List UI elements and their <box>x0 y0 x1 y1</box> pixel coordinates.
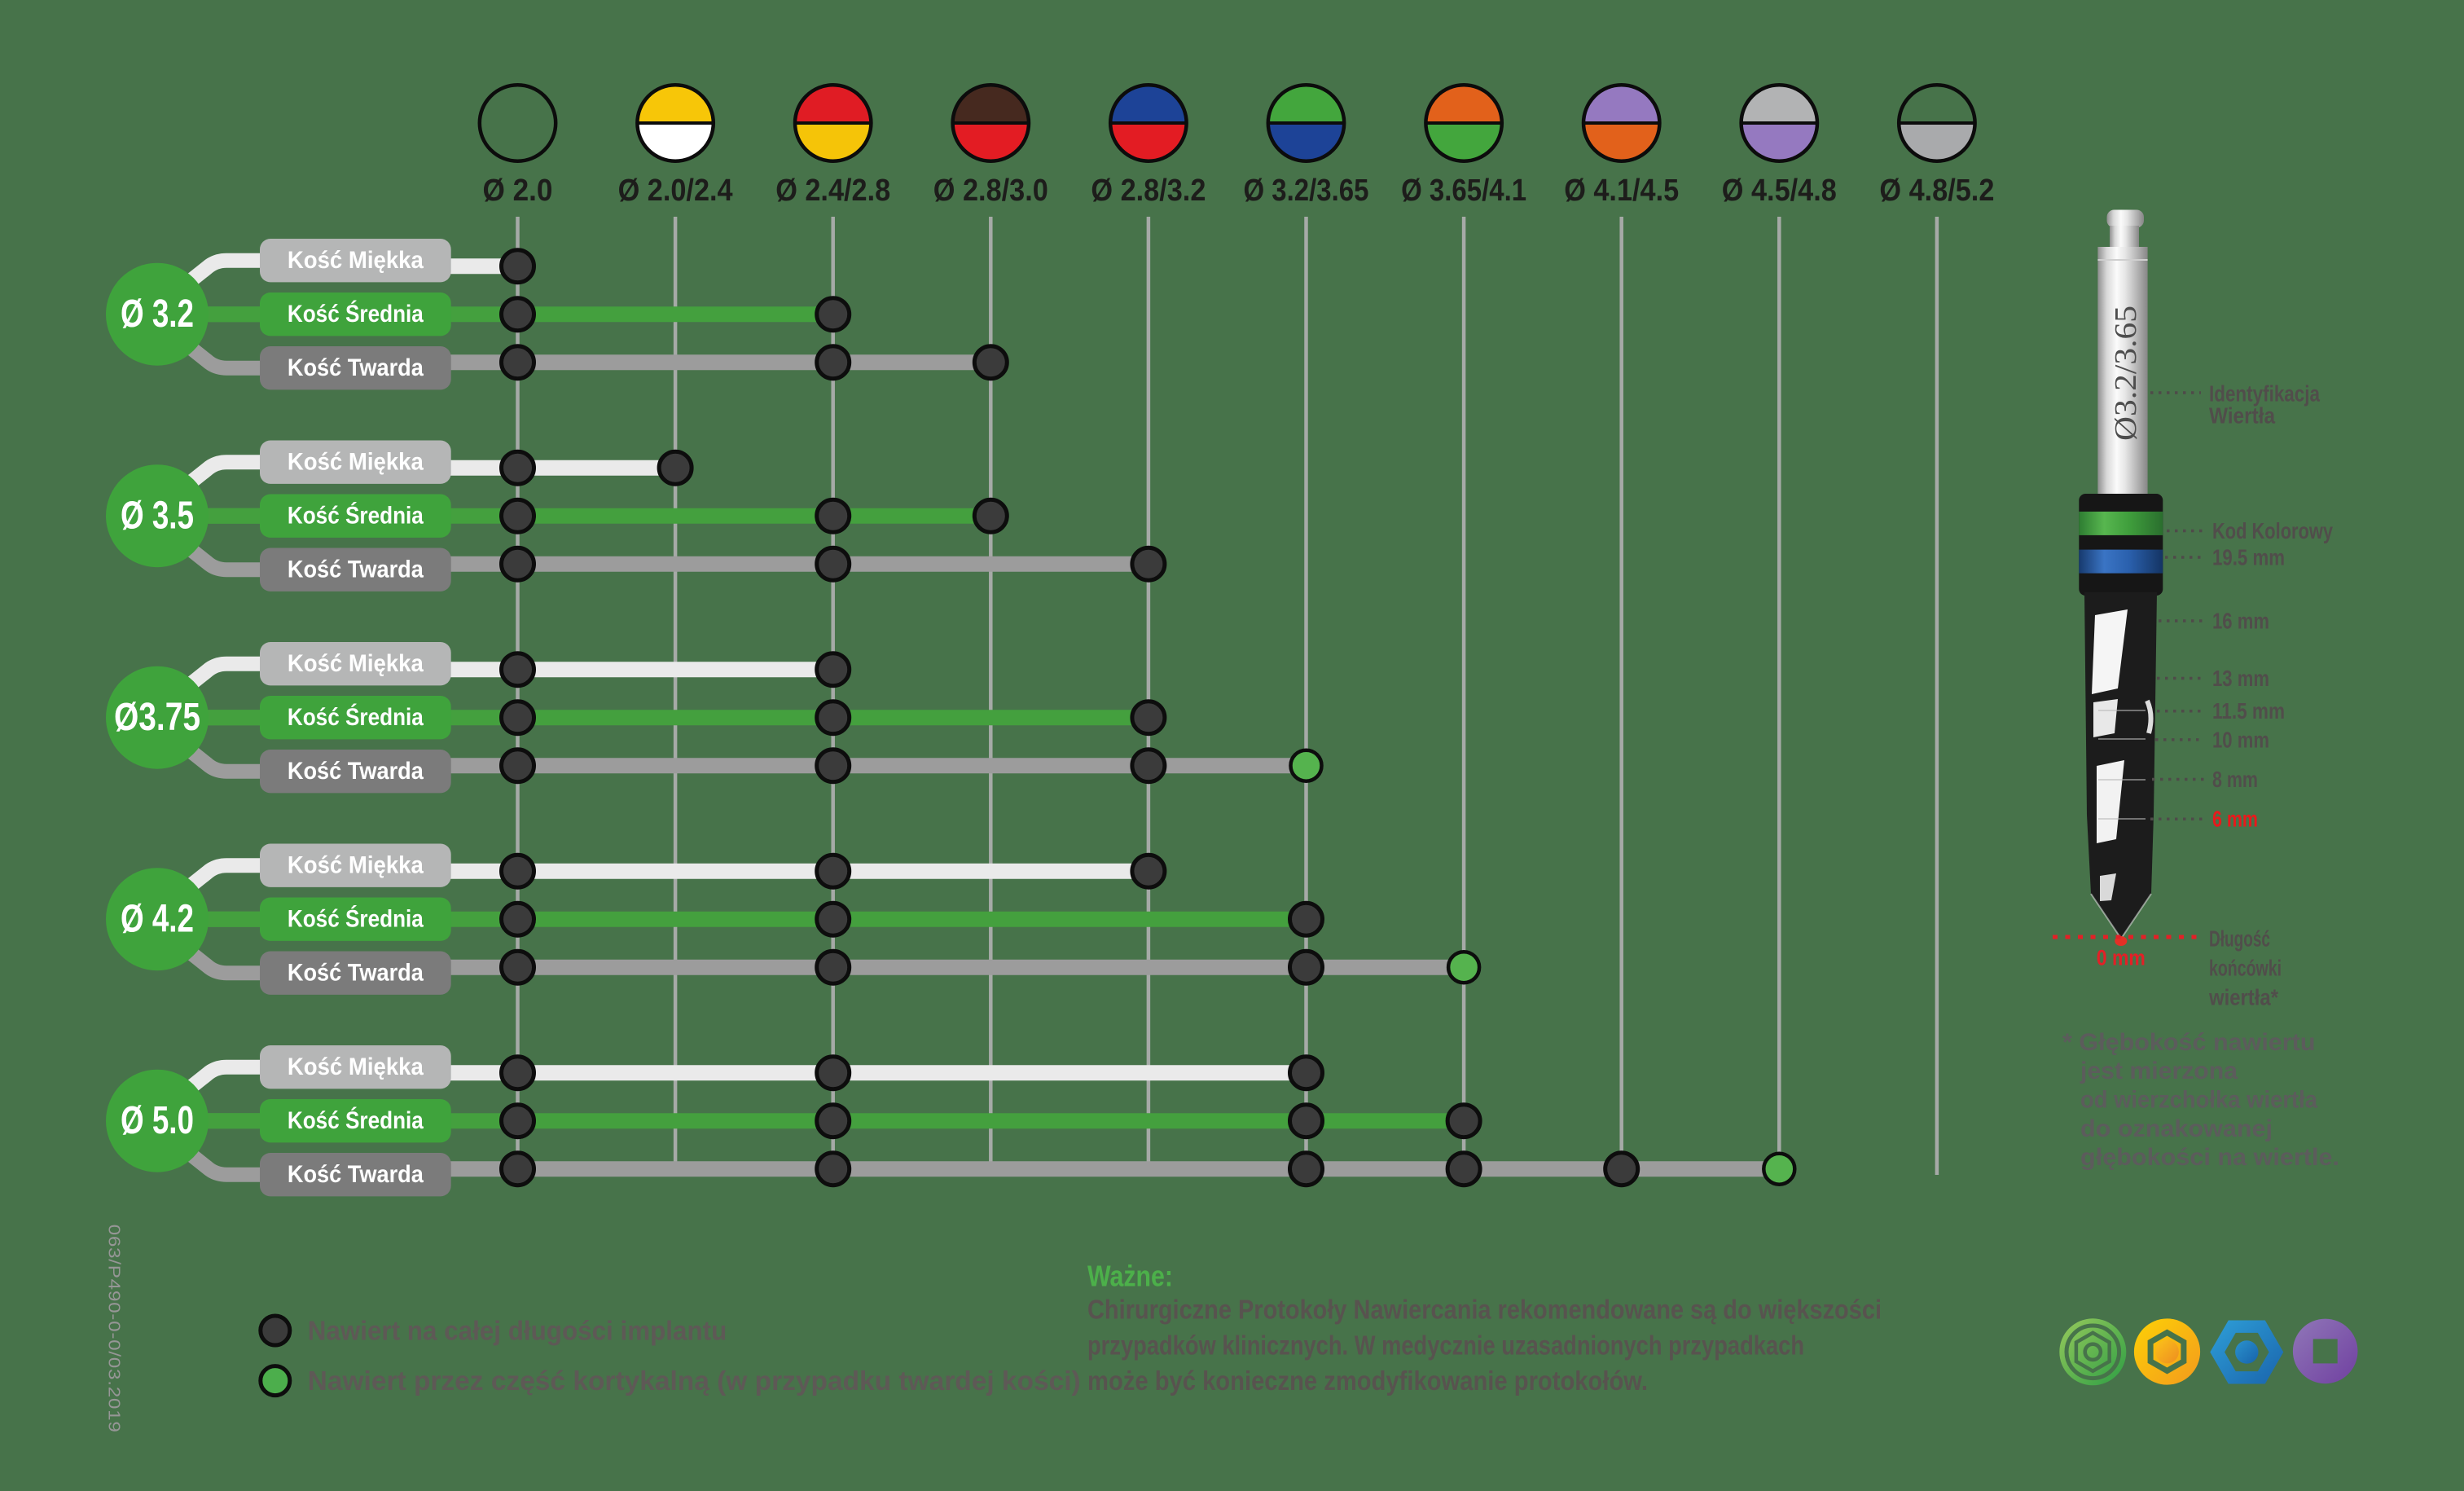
svg-text:Kość Miękka: Kość Miękka <box>288 852 424 879</box>
svg-text:* Głębokość nawiertu: * Głębokość nawiertu <box>2062 1029 2316 1056</box>
svg-text:Kość Średnia: Kość Średnia <box>288 703 424 731</box>
svg-text:Ø 3.65/4.1: Ø 3.65/4.1 <box>1401 174 1526 208</box>
svg-text:Ø 4.5/4.8: Ø 4.5/4.8 <box>1722 174 1837 208</box>
svg-text:Długość: Długość <box>2209 926 2270 952</box>
svg-text:Ø 2.8/3.2: Ø 2.8/3.2 <box>1091 174 1206 208</box>
svg-text:Kość Miękka: Kość Miękka <box>288 1053 424 1080</box>
svg-text:głębokości na wiertle.: głębokości na wiertle. <box>2080 1144 2339 1171</box>
svg-text:Kość Twarda: Kość Twarda <box>288 758 424 785</box>
svg-text:16 mm: 16 mm <box>2212 609 2269 634</box>
svg-text:6 mm: 6 mm <box>2212 807 2258 832</box>
svg-text:Ø 4.2: Ø 4.2 <box>121 898 194 941</box>
svg-text:Ø 2.4/2.8: Ø 2.4/2.8 <box>775 174 890 208</box>
svg-text:Ø 2.8/3.0: Ø 2.8/3.0 <box>933 174 1048 208</box>
svg-text:Ważne:: Ważne: <box>1087 1260 1173 1293</box>
svg-text:Kość Średnia: Kość Średnia <box>288 1106 424 1134</box>
svg-text:Ø3.75: Ø3.75 <box>114 696 200 739</box>
svg-text:Kość Twarda: Kość Twarda <box>288 556 424 583</box>
svg-text:Ø 3.2: Ø 3.2 <box>121 292 194 336</box>
svg-text:Kość Miękka: Kość Miękka <box>288 449 424 476</box>
svg-text:jest mierzona: jest mierzona <box>2080 1058 2238 1084</box>
svg-text:Kod Kolorowy: Kod Kolorowy <box>2212 518 2333 543</box>
svg-text:Nawiert przez część kortykalną: Nawiert przez część kortykalną (w przypa… <box>308 1366 1081 1396</box>
svg-text:od wierzchołka wiertła: od wierzchołka wiertła <box>2080 1087 2317 1114</box>
svg-text:Identyfikacja: Identyfikacja <box>2209 381 2320 407</box>
svg-text:10 mm: 10 mm <box>2212 727 2269 752</box>
svg-text:13 mm: 13 mm <box>2212 666 2269 691</box>
svg-text:Ø 4.8/5.2: Ø 4.8/5.2 <box>1879 174 1994 208</box>
svg-text:Kość Twarda: Kość Twarda <box>288 354 424 381</box>
svg-text:11.5 mm: 11.5 mm <box>2212 698 2285 724</box>
svg-text:Kość Twarda: Kość Twarda <box>288 960 424 987</box>
svg-text:wiertła*: wiertła* <box>2208 985 2278 1010</box>
svg-text:0 mm: 0 mm <box>2097 945 2146 970</box>
svg-text:Ø 4.1/4.5: Ø 4.1/4.5 <box>1564 174 1679 208</box>
svg-text:Kość Twarda: Kość Twarda <box>288 1161 424 1188</box>
svg-text:przypadków klinicznych. W medy: przypadków klinicznych. W medycznie uzas… <box>1087 1330 1804 1360</box>
svg-text:Kość Średnia: Kość Średnia <box>288 905 424 933</box>
svg-text:Kość Miękka: Kość Miękka <box>288 247 424 274</box>
svg-text:Ø 2.0/2.4: Ø 2.0/2.4 <box>618 174 733 208</box>
svg-text:063/P490-0-0/03.2019: 063/P490-0-0/03.2019 <box>105 1225 123 1433</box>
svg-text:do oznakowanej: do oznakowanej <box>2080 1115 2273 1142</box>
svg-text:Ø 5.0: Ø 5.0 <box>121 1099 194 1142</box>
svg-text:Kość Średnia: Kość Średnia <box>288 502 424 530</box>
svg-text:Kość Średnia: Kość Średnia <box>288 300 424 328</box>
svg-text:Ø 3.5: Ø 3.5 <box>121 495 194 538</box>
svg-text:Chirurgiczne Protokoły Nawierc: Chirurgiczne Protokoły Nawiercania rekom… <box>1087 1295 1882 1325</box>
svg-text:Kość Miękka: Kość Miękka <box>288 650 424 677</box>
svg-text:Ø3.2/3.65: Ø3.2/3.65 <box>2109 306 2143 441</box>
svg-text:Ø 3.2/3.65: Ø 3.2/3.65 <box>1244 174 1369 208</box>
svg-text:Ø 2.0: Ø 2.0 <box>483 174 553 208</box>
svg-text:8 mm: 8 mm <box>2212 767 2258 792</box>
svg-text:może być konieczne zmodyfikowa: może być konieczne zmodyfikowanie protok… <box>1087 1366 1648 1396</box>
svg-text:Nawiert na całej długości impl: Nawiert na całej długości implantu <box>308 1316 727 1346</box>
svg-text:końcówki: końcówki <box>2209 956 2282 981</box>
svg-text:Wiertła: Wiertła <box>2209 403 2275 429</box>
svg-text:19.5 mm: 19.5 mm <box>2212 545 2285 570</box>
